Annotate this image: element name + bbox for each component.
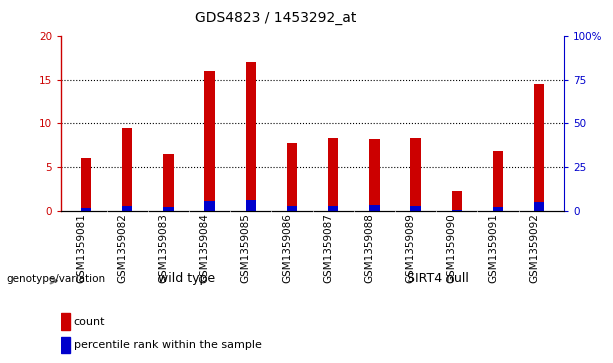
Bar bbox=[122, 206, 132, 211]
Bar bbox=[163, 154, 173, 211]
Bar bbox=[163, 207, 173, 211]
Text: count: count bbox=[74, 317, 105, 327]
Bar bbox=[452, 210, 462, 211]
Bar bbox=[61, 337, 70, 354]
Text: GSM1359087: GSM1359087 bbox=[323, 213, 333, 283]
Bar bbox=[246, 200, 256, 211]
Bar bbox=[369, 139, 379, 211]
Bar bbox=[287, 206, 297, 211]
Text: wild type: wild type bbox=[158, 272, 216, 285]
Text: GSM1359086: GSM1359086 bbox=[282, 213, 292, 283]
Bar bbox=[61, 313, 70, 330]
Bar bbox=[205, 201, 215, 211]
Bar bbox=[493, 151, 503, 211]
Text: GSM1359081: GSM1359081 bbox=[76, 213, 86, 283]
Bar bbox=[328, 138, 338, 211]
Bar bbox=[493, 207, 503, 211]
Bar bbox=[122, 128, 132, 211]
Bar bbox=[411, 138, 421, 211]
Text: GSM1359088: GSM1359088 bbox=[365, 213, 375, 283]
Bar bbox=[287, 143, 297, 211]
Bar bbox=[205, 71, 215, 211]
Text: GSM1359089: GSM1359089 bbox=[406, 213, 416, 283]
Text: GSM1359085: GSM1359085 bbox=[241, 213, 251, 283]
Text: GSM1359092: GSM1359092 bbox=[529, 213, 539, 283]
Text: percentile rank within the sample: percentile rank within the sample bbox=[74, 340, 262, 350]
Bar bbox=[246, 62, 256, 211]
Text: GSM1359084: GSM1359084 bbox=[200, 213, 210, 283]
Bar bbox=[81, 158, 91, 211]
Bar bbox=[81, 208, 91, 211]
Bar bbox=[452, 191, 462, 211]
Text: GSM1359091: GSM1359091 bbox=[488, 213, 498, 283]
Bar bbox=[411, 206, 421, 211]
Bar bbox=[534, 84, 544, 211]
Bar bbox=[534, 202, 544, 211]
Text: GDS4823 / 1453292_at: GDS4823 / 1453292_at bbox=[195, 11, 357, 25]
Text: GSM1359082: GSM1359082 bbox=[117, 213, 128, 283]
Text: GSM1359090: GSM1359090 bbox=[447, 213, 457, 282]
Text: genotype/variation: genotype/variation bbox=[6, 274, 105, 284]
Text: SIRT4 null: SIRT4 null bbox=[408, 272, 469, 285]
Bar bbox=[369, 205, 379, 211]
Bar bbox=[328, 206, 338, 211]
Text: GSM1359083: GSM1359083 bbox=[158, 213, 169, 283]
